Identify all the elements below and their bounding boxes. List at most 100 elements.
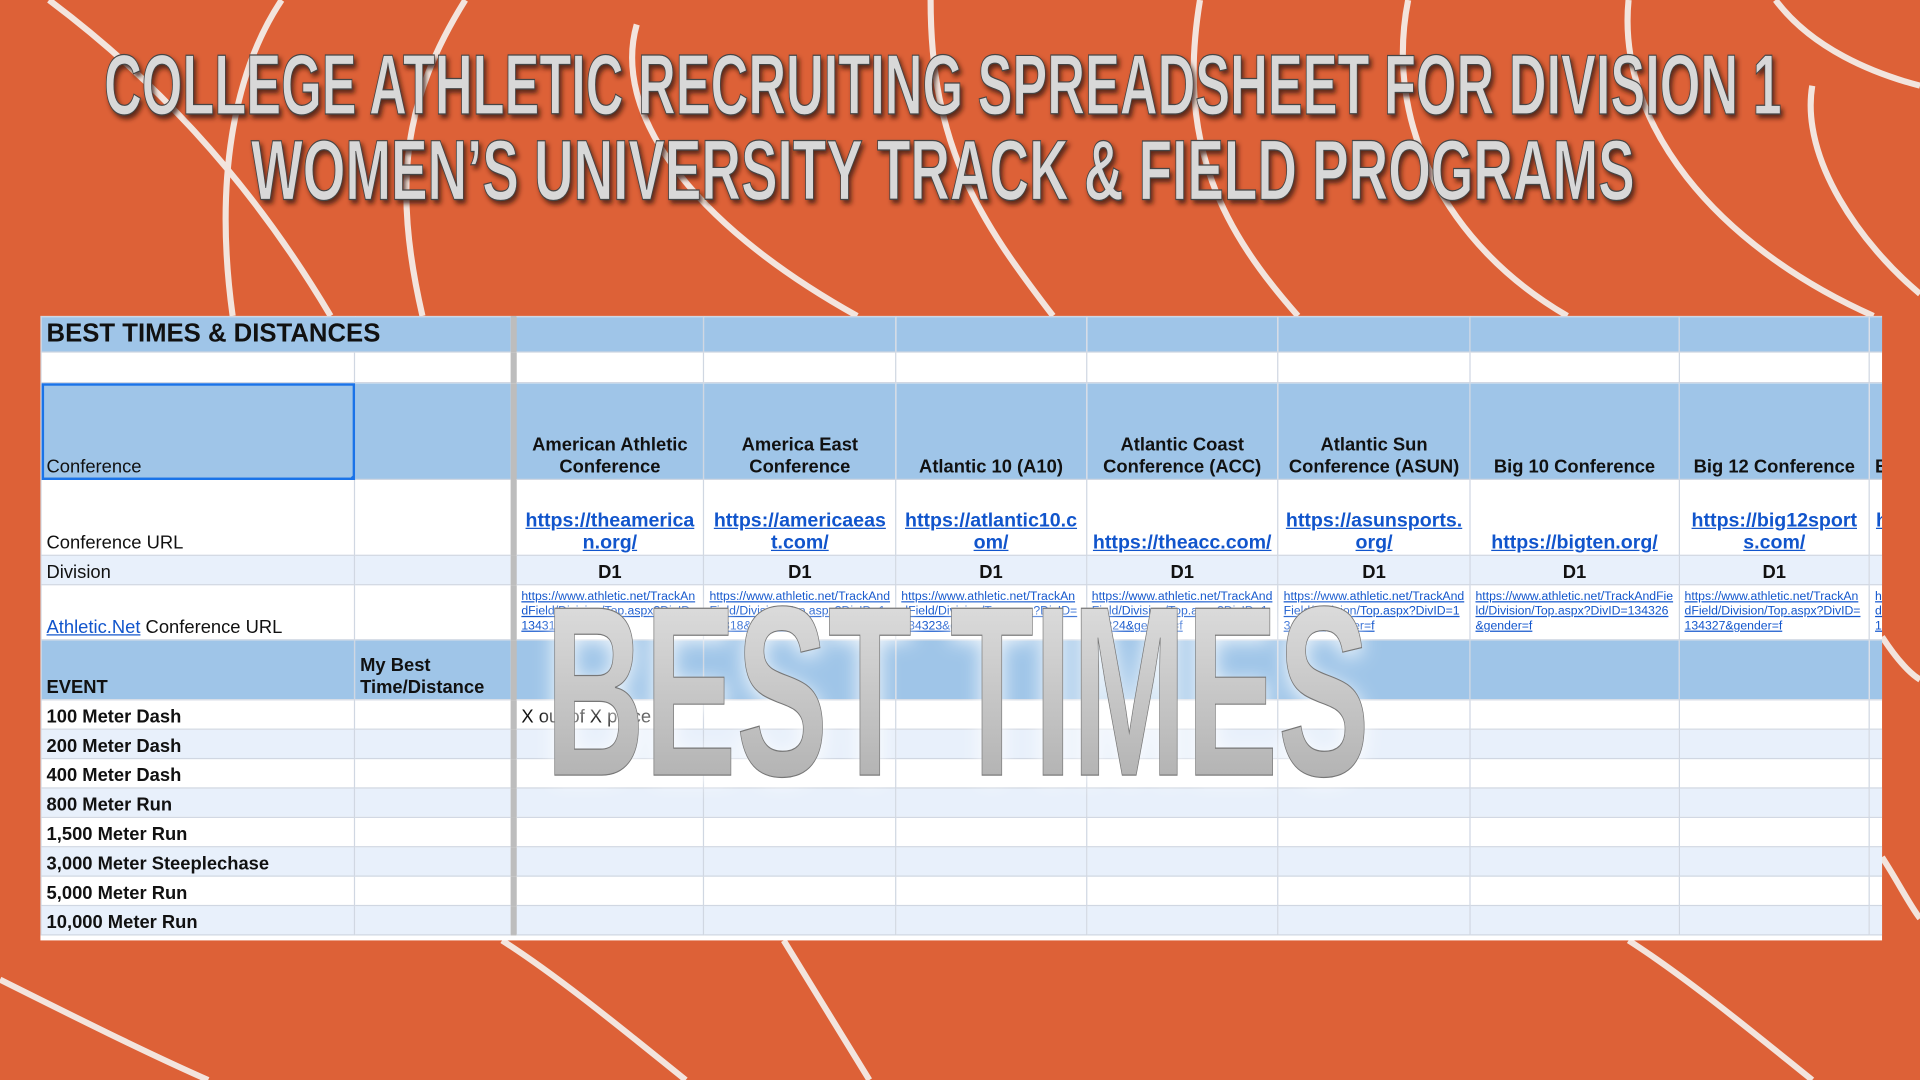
cell <box>1085 816 1279 848</box>
cell: 800 Meter Run <box>40 787 356 818</box>
placement-note: X out of X place <box>521 706 652 728</box>
cell: D1 <box>512 554 705 586</box>
cell: https://atlantic10.com/ <box>895 478 1087 556</box>
cell <box>703 699 897 730</box>
cell <box>1085 639 1279 701</box>
cell: https://www.athletic.net/TrackAndField/D… <box>1085 584 1279 641</box>
cell <box>512 639 705 701</box>
cell <box>353 699 517 730</box>
cell <box>895 904 1087 936</box>
cell: https://www.athletic.net/TrackAndField/D… <box>895 584 1087 641</box>
cell <box>895 757 1087 789</box>
cell: https://theacc.com/ <box>1085 478 1279 556</box>
cell <box>40 351 356 384</box>
cell <box>353 816 517 848</box>
event-header-row: EVENT My Best Time/Distance <box>40 639 1883 701</box>
cell <box>1868 846 1883 877</box>
athletic-net-url[interactable]: https://www.athletic.net/TrackAndField/D… <box>1283 590 1465 634</box>
cell <box>1678 816 1871 848</box>
athletic-net-url[interactable]: https://www.athletic.net/TrackAndField/D… <box>1684 590 1861 634</box>
conference-link[interactable]: https://big12sports.com/ <box>1691 510 1857 554</box>
cell: America East Conference <box>703 382 897 481</box>
event-row: 3,000 Meter Steeplechase <box>40 846 1883 877</box>
event-row: 5,000 Meter Run <box>40 875 1883 907</box>
cell: D1 <box>1469 554 1680 586</box>
cell <box>1277 904 1471 936</box>
cell <box>703 846 897 877</box>
athletic-net-url[interactable]: https://www.athletic.net/TrackAndField/D… <box>709 590 891 634</box>
cell <box>1868 639 1883 701</box>
division: D1 <box>1170 562 1194 583</box>
athletic-net-url[interactable]: https://www.athletic.net/TrackAndField/D… <box>901 590 1078 634</box>
cell <box>895 351 1087 384</box>
conference-name: Big East Conference <box>1875 457 1882 478</box>
cell: Big 12 Conference <box>1678 382 1871 481</box>
column-header: My Best Time/Distance <box>360 655 485 698</box>
cell <box>1678 787 1871 818</box>
athletic-net-url[interactable]: https://www.athletic.net/TrackAndField/D… <box>1875 590 1882 634</box>
event-name: 200 Meter Dash <box>46 735 182 757</box>
cell <box>1678 757 1871 789</box>
athletic-net-url[interactable]: https://www.athletic.net/TrackAndField/D… <box>1091 590 1273 634</box>
conference-link[interactable]: https://atlantic10.com/ <box>905 510 1078 554</box>
cell <box>1085 699 1279 730</box>
sheet-title-cell: BEST TIMES & DISTANCES <box>40 315 517 353</box>
page-title-line: WOMEN’S UNIVERSITY TRACK & FIELD PROGRAM… <box>251 123 1635 219</box>
cell <box>1868 351 1883 384</box>
cell <box>353 478 517 556</box>
division: D1 <box>979 562 1003 583</box>
cell <box>353 757 517 789</box>
lane-line <box>222 0 285 317</box>
selection-handle <box>350 475 354 479</box>
cell <box>1868 757 1883 789</box>
cell: https://big12sports.com/ <box>1678 478 1871 556</box>
cell <box>353 584 517 641</box>
conference-link[interactable]: https://theacc.com/ <box>1092 532 1272 554</box>
conference-link[interactable]: https://bigten.org/ <box>1491 532 1658 554</box>
cell: 10,000 Meter Run <box>40 904 356 936</box>
cell: Atlantic 10 (A10) <box>895 382 1087 481</box>
cell <box>1678 728 1871 760</box>
conference-name: Big 10 Conference <box>1493 456 1656 478</box>
cell: Atlantic Coast Conference (ACC) <box>1085 382 1279 481</box>
event-name: 400 Meter Dash <box>46 765 182 787</box>
lane-line <box>1399 0 1569 319</box>
cell <box>1277 351 1471 384</box>
blank-row <box>40 351 1883 384</box>
conference-link[interactable]: https://americaeast.com/ <box>713 510 886 554</box>
sheet-title-row: BEST TIMES & DISTANCES <box>40 315 1883 353</box>
division-row: Division D1 D1 D1 D1 D1 D1 D1 D1 <box>40 554 1883 586</box>
athletic-net-url[interactable]: https://www.athletic.net/TrackAndField/D… <box>521 590 698 634</box>
athletic-net-url[interactable]: https://www.athletic.net/TrackAndField/D… <box>1475 590 1674 634</box>
column-header: EVENT <box>46 677 108 698</box>
cell <box>1085 315 1279 353</box>
lane-line <box>1624 0 1875 319</box>
lane-line <box>781 938 872 1080</box>
cell <box>1085 904 1279 936</box>
athletic-net-link[interactable]: Athletic.Net <box>46 617 141 638</box>
cell <box>1085 728 1279 760</box>
conference-link[interactable]: https://asunsports.org/ <box>1285 510 1463 554</box>
cell: https://www.bigeast.com/ <box>1868 478 1883 556</box>
conference-link[interactable]: https://www.bigeast.com/ <box>1876 511 1882 554</box>
cell: 1,500 Meter Run <box>40 816 356 848</box>
cell <box>353 351 517 384</box>
cell <box>1678 351 1871 384</box>
cell <box>512 315 705 353</box>
lane-line <box>47 0 334 318</box>
cell: Athletic.Net Conference URL <box>40 584 356 641</box>
lane-line <box>1879 855 1920 921</box>
cell <box>512 351 705 384</box>
conference-name: Big 12 Conference <box>1693 456 1855 478</box>
cell <box>1469 699 1680 730</box>
row-label: Conference <box>46 456 142 478</box>
cell <box>1469 639 1680 701</box>
cell: Big 10 Conference <box>1469 382 1680 481</box>
conference-link[interactable]: https://theamerican.org/ <box>525 510 695 554</box>
cell <box>1085 875 1279 907</box>
cell: 3,000 Meter Steeplechase <box>40 846 356 877</box>
selected-cell: Conference <box>40 382 356 481</box>
event-row: 200 Meter Dash <box>40 728 1883 760</box>
conference-name: America East Conference <box>741 434 859 478</box>
